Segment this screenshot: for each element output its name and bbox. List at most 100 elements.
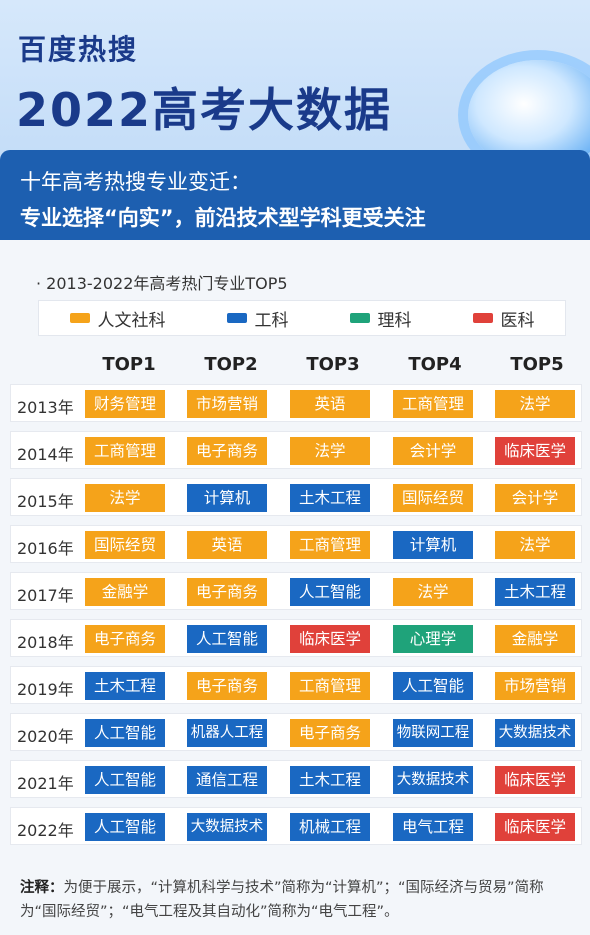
major-cell: 机械工程 [290,813,370,841]
column-header-top4: TOP4 [408,354,462,375]
header: 百度热搜 2022高考大数据 [0,0,590,160]
row-year: 2015年 [17,492,74,511]
major-cell: 电子商务 [187,437,267,465]
table-row: 2021年 人工智能 通信工程 土木工程 大数据技术 临床医学 [10,760,582,798]
row-year: 2013年 [17,398,74,417]
table-row: 2022年 人工智能 大数据技术 机械工程 电气工程 临床医学 [10,807,582,845]
footnote-label: 注释： [20,880,64,896]
major-cell: 工商管理 [290,531,370,559]
major-cell: 电子商务 [187,578,267,606]
major-cell: 电子商务 [290,719,370,747]
major-cell: 人工智能 [187,625,267,653]
major-cell: 土木工程 [495,578,575,606]
major-cell: 工商管理 [393,390,473,418]
major-cell: 机器人工程 [187,719,267,747]
table-row: 2014年 工商管理 电子商务 法学 会计学 临床医学 [10,431,582,469]
legend-item-humanities: 人文社科 [69,306,166,331]
major-cell: 大数据技术 [393,766,473,794]
major-cell: 工商管理 [290,672,370,700]
major-cell: 心理学 [393,625,473,653]
table-row: 2015年 法学 计算机 土木工程 国际经贸 会计学 [10,478,582,516]
major-cell: 计算机 [187,484,267,512]
major-cell: 法学 [290,437,370,465]
major-cell: 英语 [290,390,370,418]
legend-label: 理科 [377,310,412,331]
table-row: 2017年 金融学 电子商务 人工智能 法学 土木工程 [10,572,582,610]
legend-label: 人文社科 [97,310,166,331]
major-cell: 市场营销 [495,672,575,700]
major-cell: 人工智能 [85,719,165,747]
major-cell: 工商管理 [85,437,165,465]
major-cell: 人工智能 [85,766,165,794]
major-cell: 金融学 [495,625,575,653]
subtitle-line1: 十年高考热搜专业变迁： [20,170,251,194]
major-cell: 通信工程 [187,766,267,794]
major-cell: 会计学 [393,437,473,465]
legend-item-engineering: 工科 [226,306,289,331]
major-cell: 人工智能 [290,578,370,606]
footnote: 注释：为便于展示，“计算机科学与技术”简称为“计算机”；“国际经济与贸易”简称为… [20,876,580,924]
column-headers: TOP1 TOP2 TOP3 TOP4 TOP5 [78,354,588,378]
legend-swatch [349,313,370,323]
table-row: 2019年 土木工程 电子商务 工商管理 人工智能 市场营销 [10,666,582,704]
major-cell: 土木工程 [85,672,165,700]
subtitle-banner [0,150,590,240]
major-cell: 电气工程 [393,813,473,841]
subtitle-line2: 专业选择“向实”，前沿技术型学科更受关注 [20,206,426,230]
column-header-top2: TOP2 [204,354,258,375]
major-cell: 人工智能 [393,672,473,700]
column-header-top5: TOP5 [510,354,564,375]
row-year: 2014年 [17,445,74,464]
row-year: 2022年 [17,821,74,840]
table-row: 2018年 电子商务 人工智能 临床医学 心理学 金融学 [10,619,582,657]
major-cell: 计算机 [393,531,473,559]
section-title: · 2013-2022年高考热门专业TOP5 [36,274,288,293]
legend-label: 医科 [500,310,535,331]
row-year: 2017年 [17,586,74,605]
legend-swatch [472,313,493,323]
major-cell: 会计学 [495,484,575,512]
row-year: 2021年 [17,774,74,793]
major-cell: 市场营销 [187,390,267,418]
legend-item-science: 理科 [349,306,412,331]
major-cell: 物联网工程 [393,719,473,747]
legend-swatch [69,313,90,323]
row-year: 2016年 [17,539,74,558]
major-cell: 土木工程 [290,484,370,512]
major-cell: 临床医学 [495,766,575,794]
major-cell: 国际经贸 [85,531,165,559]
major-cell: 临床医学 [495,437,575,465]
row-year: 2019年 [17,680,74,699]
row-year: 2020年 [17,727,74,746]
major-cell: 英语 [187,531,267,559]
major-cell: 临床医学 [290,625,370,653]
legend-swatch [226,313,247,323]
major-cell: 电子商务 [85,625,165,653]
column-header-top1: TOP1 [102,354,156,375]
footnote-text: 为便于展示，“计算机科学与技术”简称为“计算机”；“国际经济与贸易”简称为“国际… [20,880,544,920]
column-header-top3: TOP3 [306,354,360,375]
brand-title: 百度热搜 [18,33,139,66]
row-year: 2018年 [17,633,74,652]
table-row: 2020年 人工智能 机器人工程 电子商务 物联网工程 大数据技术 [10,713,582,751]
table-row: 2016年 国际经贸 英语 工商管理 计算机 法学 [10,525,582,563]
legend-label: 工科 [254,310,289,331]
legend: 人文社科 工科 理科 医科 [38,300,566,336]
magnifier-lens-decoration [468,60,590,160]
major-cell: 电子商务 [187,672,267,700]
table-row: 2013年 财务管理 市场营销 英语 工商管理 法学 [10,384,582,422]
major-cell: 法学 [495,531,575,559]
major-cell: 金融学 [85,578,165,606]
main-title: 2022高考大数据 [16,83,393,137]
major-cell: 土木工程 [290,766,370,794]
major-cell: 大数据技术 [187,813,267,841]
major-cell: 大数据技术 [495,719,575,747]
major-cell: 法学 [85,484,165,512]
major-cell: 国际经贸 [393,484,473,512]
major-cell: 法学 [495,390,575,418]
major-cell: 法学 [393,578,473,606]
major-cell: 财务管理 [85,390,165,418]
major-cell: 人工智能 [85,813,165,841]
legend-item-medicine: 医科 [472,306,535,331]
major-cell: 临床医学 [495,813,575,841]
